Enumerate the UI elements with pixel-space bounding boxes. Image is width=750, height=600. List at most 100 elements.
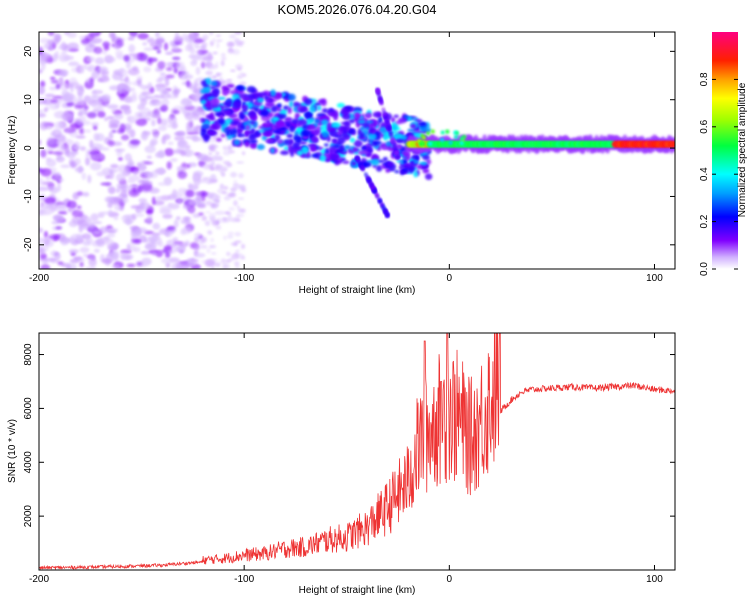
heatmap-cell	[202, 33, 209, 41]
heatmap-cell	[428, 141, 433, 146]
heatmap-cell	[55, 226, 63, 230]
heatmap-cell	[73, 158, 81, 166]
heatmap-cell	[361, 161, 372, 168]
heatmap-cell	[215, 137, 223, 142]
heatmap-cell	[89, 139, 94, 149]
heatmap-cell	[71, 210, 84, 218]
heatmap-cell	[179, 66, 187, 72]
heatmap-cell	[177, 170, 188, 179]
x-tick-label: 100	[646, 574, 663, 585]
heatmap-cell	[391, 138, 395, 143]
heatmap-cell	[133, 213, 145, 217]
heatmap-cell	[194, 38, 205, 43]
heatmap-cell	[130, 231, 142, 238]
heatmap-cell	[190, 93, 201, 100]
heatmap-cell	[73, 256, 83, 261]
heatmap-cell	[208, 192, 216, 198]
heatmap-cell	[39, 205, 50, 210]
heatmap-cell	[40, 193, 45, 202]
heatmap-cell	[215, 163, 223, 170]
snr-series-line	[39, 333, 675, 570]
heatmap-cell	[85, 266, 97, 269]
heatmap-cell	[142, 180, 153, 186]
heatmap-cell	[77, 217, 84, 225]
heatmap-cell	[422, 154, 430, 161]
y-tick-label: 2000	[23, 505, 34, 528]
heatmap-cell	[256, 97, 265, 103]
heatmap-cell	[226, 83, 235, 88]
heatmap-cell	[244, 140, 250, 148]
heatmap-cell	[172, 109, 180, 115]
heatmap-cell	[158, 167, 165, 175]
heatmap-cell	[349, 137, 356, 143]
heatmap-cell	[86, 111, 97, 119]
heatmap-cell	[68, 248, 79, 254]
heatmap-cell	[54, 172, 62, 181]
heatmap-cell	[91, 122, 99, 127]
heatmap-cell	[105, 57, 110, 61]
heatmap-cell	[381, 205, 385, 210]
heatmap-cell	[276, 103, 282, 109]
heatmap-cell	[87, 174, 92, 184]
heatmap-cell	[379, 126, 387, 134]
heatmap-cell	[152, 46, 159, 50]
heatmap-cell	[293, 135, 303, 142]
heatmap-cell	[395, 151, 399, 156]
heatmap-cell	[310, 135, 318, 143]
heatmap-cell	[226, 234, 234, 239]
heatmap-cell	[309, 143, 317, 152]
heatmap-cell	[415, 154, 420, 162]
heatmap-cell	[51, 129, 63, 138]
heatmap-cell	[210, 80, 218, 87]
heatmap-cell	[50, 79, 59, 84]
heatmap-cell	[227, 41, 236, 47]
bottom-y-ticks: 2000 4000 6000 8000	[23, 343, 675, 527]
heatmap-cell	[186, 127, 198, 134]
heatmap-cell	[100, 182, 112, 186]
heatmap-cell	[226, 193, 234, 197]
heatmap-cell	[355, 156, 359, 161]
top-y-axis-label: Frequency (Hz)	[7, 116, 18, 185]
heatmap-cell	[245, 124, 251, 131]
heatmap-cell	[89, 77, 94, 84]
heatmap-cell	[206, 115, 213, 119]
heatmap-cell	[258, 129, 266, 133]
heatmap-cell	[79, 106, 86, 115]
heatmap-cell	[201, 117, 206, 123]
heatmap-cell	[227, 135, 232, 140]
heatmap-cell	[107, 201, 113, 209]
heatmap-cell	[88, 32, 100, 38]
heatmap-cell	[67, 32, 77, 39]
heatmap-cell	[214, 120, 220, 126]
heatmap-cell	[82, 240, 92, 246]
heatmap-cell	[200, 88, 209, 95]
heatmap-cell	[157, 117, 162, 125]
heatmap-cell	[369, 182, 373, 187]
heatmap-cell	[277, 139, 284, 145]
heatmap-cell	[223, 235, 227, 241]
heatmap-cell	[311, 153, 319, 158]
heatmap-cell	[48, 43, 54, 50]
heatmap-cell	[180, 98, 192, 107]
heatmap-cell	[440, 130, 445, 135]
heatmap-cell	[378, 198, 382, 203]
heatmap-cell	[330, 153, 339, 162]
heatmap-cell	[153, 132, 159, 139]
heatmap-cell	[70, 150, 79, 156]
bottom-x-axis-label: Height of straight line (km)	[299, 585, 416, 596]
heatmap-cell	[207, 65, 214, 71]
heatmap-cell	[393, 145, 397, 150]
heatmap-cell	[92, 125, 98, 131]
heatmap-cell	[211, 203, 216, 208]
heatmap-cell	[39, 209, 44, 215]
heatmap-cell	[92, 220, 103, 225]
heatmap-cell	[209, 86, 216, 90]
heatmap-cell	[195, 50, 203, 55]
heatmap-cell	[78, 115, 87, 123]
heatmap-cell	[205, 200, 213, 206]
heatmap-cell	[120, 189, 128, 199]
heatmap-cell	[96, 171, 107, 177]
y-tick-label: 10	[23, 94, 34, 106]
heatmap-cell	[105, 171, 110, 180]
heatmap-cell	[250, 121, 256, 125]
